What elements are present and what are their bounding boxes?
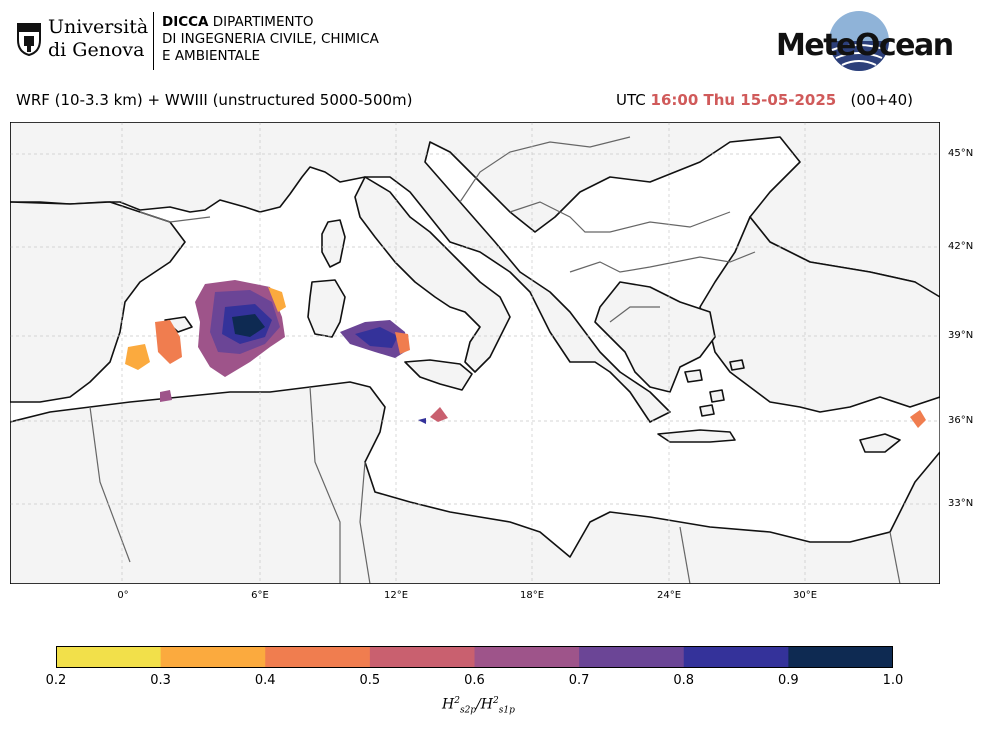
lat-label-33n: 33°N xyxy=(948,498,974,509)
university-name-line1: Università xyxy=(48,16,149,38)
meteocean-logo: MeteOcean xyxy=(772,8,954,78)
forecast-lead: (00+40) xyxy=(836,91,914,109)
university-crest-icon xyxy=(17,23,41,56)
logo-divider xyxy=(153,12,154,70)
colorbar-tick-label: 0.2 xyxy=(45,673,67,688)
colorbar-tick-label: 0.4 xyxy=(254,673,276,688)
colorbar-tick-label: 0.8 xyxy=(673,673,695,688)
colorbar-label: H2s2p/H2s1p xyxy=(442,696,515,716)
gridlines xyxy=(10,122,940,584)
department-line3: E AMBIENTALE xyxy=(162,48,261,64)
mediterranean-map xyxy=(10,122,940,584)
lat-label-36n: 36°N xyxy=(948,415,974,426)
university-logo: Università di Genova xyxy=(14,12,154,72)
lon-label-6e: 6°E xyxy=(251,590,269,601)
utc-label: UTC xyxy=(616,91,651,109)
department-line1: DIPARTIMENTO xyxy=(208,14,314,30)
colorbar-tick-label: 0.5 xyxy=(359,673,381,688)
colorbar-tick-label: 0.9 xyxy=(778,673,799,688)
lon-label-12e: 12°E xyxy=(383,590,409,601)
model-title: WRF (10-3.3 km) + WWIII (unstructured 50… xyxy=(16,91,413,109)
land-greece xyxy=(594,281,716,393)
lat-label-42n: 42°N xyxy=(948,241,974,252)
land-sardinia xyxy=(307,279,346,338)
land-aegean-islands xyxy=(684,359,745,417)
lon-label-18e: 18°E xyxy=(519,590,545,601)
lon-label-30e: 30°E xyxy=(792,590,818,601)
department-name: DICCA DIPARTIMENTO DI INGEGNERIA CIVILE,… xyxy=(162,14,379,65)
colorbar-tick-label: 0.6 xyxy=(464,673,485,688)
land-sicily xyxy=(404,359,473,391)
department-line2: DI INGEGNERIA CIVILE, CHIMICA xyxy=(162,31,379,47)
land-iberia xyxy=(10,201,186,403)
colorbar-segment xyxy=(160,646,266,668)
forecast-datetime: 16:00 Thu 15-05-2025 xyxy=(650,91,837,109)
lat-label-39n: 39°N xyxy=(948,330,974,341)
land-areas xyxy=(10,122,940,584)
colorbar-tick-label: 1.0 xyxy=(882,673,904,688)
patch-ionian xyxy=(430,407,448,422)
land-cyprus xyxy=(859,433,901,453)
land-africa xyxy=(10,381,940,584)
university-name-line2: di Genova xyxy=(48,39,145,61)
meteocean-wordmark: MeteOcean xyxy=(776,28,954,63)
colorbar-segment xyxy=(265,646,371,668)
colorbar xyxy=(56,646,893,668)
colorbar-segment xyxy=(369,646,475,668)
department-abbr: DICCA xyxy=(162,14,209,30)
land-italy xyxy=(354,176,511,373)
lon-label-0: 0° xyxy=(117,590,129,601)
colorbar-tick-label: 0.3 xyxy=(150,673,171,688)
colorbar-segment xyxy=(474,646,580,668)
colorbar-segment xyxy=(788,646,893,668)
colorbar-tick-label: 0.7 xyxy=(568,673,590,688)
lat-label-45n: 45°N xyxy=(948,148,974,159)
colorbar-segment xyxy=(56,646,162,668)
land-corsica xyxy=(321,219,346,268)
patch-levant xyxy=(910,410,926,428)
land-europe xyxy=(10,122,940,423)
lon-label-24e: 24°E xyxy=(656,590,682,601)
country-borders xyxy=(89,136,901,584)
patch-algerian-coast xyxy=(125,344,150,370)
colorbar-segment xyxy=(683,646,789,668)
forecast-time: UTC 16:00 Thu 15-05-2025 (00+40) xyxy=(616,91,913,109)
colorbar-segment xyxy=(579,646,685,668)
land-crete xyxy=(657,429,736,443)
globe-icon xyxy=(829,11,889,71)
wave-ratio-field xyxy=(125,280,926,428)
